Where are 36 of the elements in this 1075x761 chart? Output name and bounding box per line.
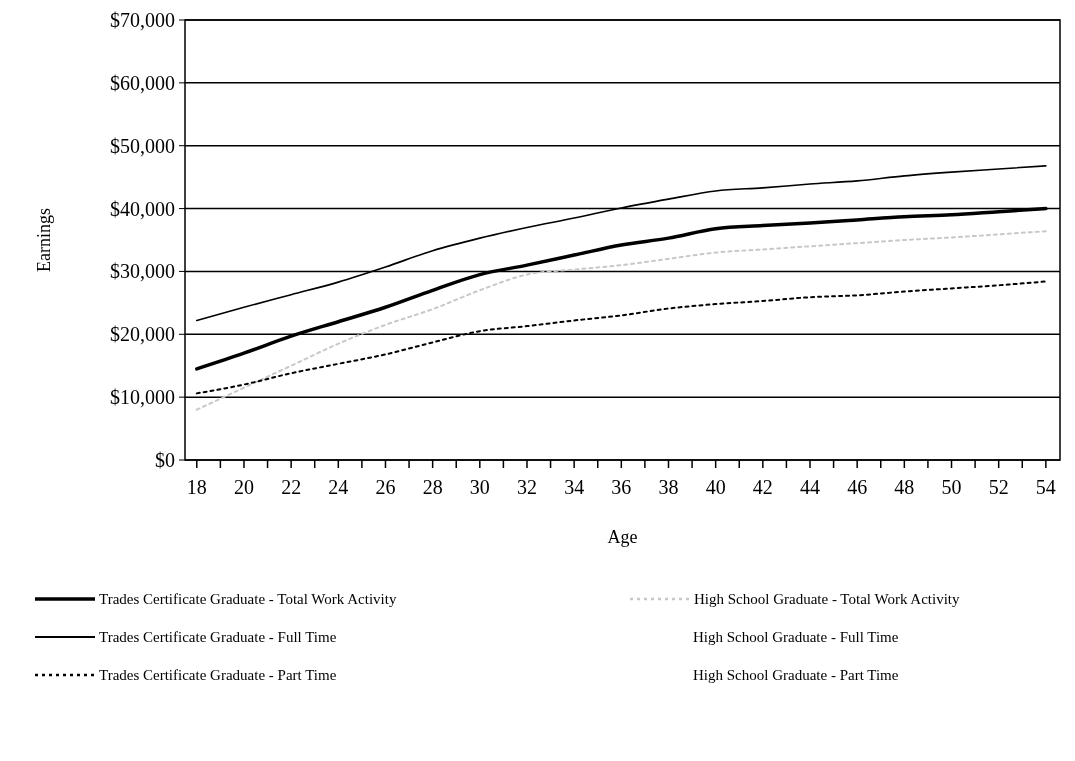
y-axis-title: Earnings <box>34 208 54 272</box>
x-tick-label: 50 <box>941 476 962 498</box>
x-tick-label: 40 <box>705 476 726 498</box>
x-tick-label: 46 <box>847 476 868 498</box>
y-tick-label: $40,000 <box>110 197 175 220</box>
y-tick-label: $50,000 <box>110 134 175 157</box>
y-tick-label: $10,000 <box>110 386 175 409</box>
x-tick-label: 48 <box>894 476 915 498</box>
line-series <box>195 230 1047 411</box>
x-tick-label: 44 <box>800 476 820 498</box>
x-axis-title: Age <box>607 527 638 547</box>
y-tick-label: $60,000 <box>110 71 175 94</box>
legend-label: Trades Certificate Graduate - Full Time <box>99 629 337 646</box>
x-tick-label: 22 <box>281 476 302 498</box>
y-tick-label: $70,000 <box>110 9 175 31</box>
x-tick-label: 42 <box>752 476 773 498</box>
x-tick-label: 34 <box>564 476 585 498</box>
x-tick-label: 20 <box>233 476 254 498</box>
y-tick-label: $20,000 <box>110 323 175 346</box>
x-tick-label: 24 <box>328 476 349 498</box>
x-tick-label: 36 <box>611 476 632 498</box>
text: High School Graduate - Part Time <box>693 667 899 684</box>
legend-label: Trades Certificate Graduate - Total Work Activity <box>99 591 397 608</box>
x-tick-label: 52 <box>988 476 1009 498</box>
x-tick-label: 38 <box>658 476 679 498</box>
x-tick-label: 18 <box>186 476 207 498</box>
y-tick-label: $30,000 <box>110 260 175 283</box>
x-tick-label: 26 <box>375 476 396 498</box>
legend-label: High School Graduate - Total Work Activity <box>694 591 960 608</box>
y-tick-label: $0 <box>155 449 175 471</box>
legend-label: Trades Certificate Graduate - Part Time <box>99 667 337 684</box>
x-tick-label: 54 <box>1035 476 1056 498</box>
text: High School Graduate - Full Time <box>693 629 899 646</box>
x-tick-label: 30 <box>469 476 490 498</box>
x-tick-label: 32 <box>516 476 537 498</box>
x-tick-label: 28 <box>422 476 443 498</box>
